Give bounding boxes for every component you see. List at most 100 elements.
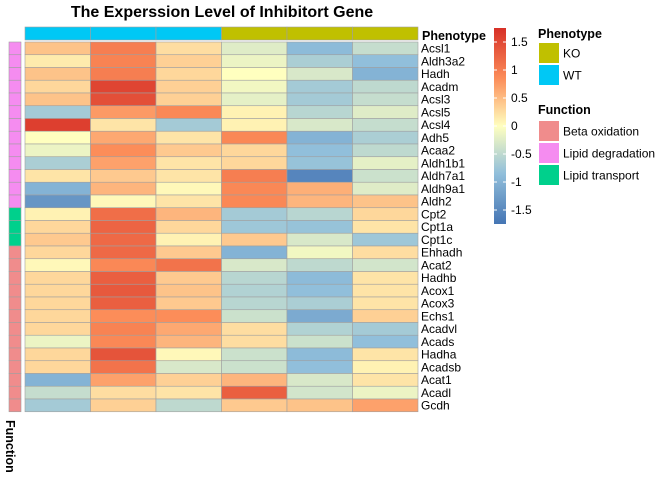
column-annotation-cell	[221, 26, 288, 41]
heatmap-cell	[352, 207, 419, 221]
heatmap-cell	[286, 283, 353, 298]
heatmap-cell	[352, 385, 419, 400]
color-scale-tick-label: 0	[511, 119, 518, 133]
heatmap-cell	[286, 258, 353, 272]
heatmap-cell	[24, 41, 91, 56]
heatmap-cell	[155, 347, 222, 362]
heatmap-cell	[286, 373, 353, 387]
heatmap-cell	[352, 334, 419, 349]
color-scale-tick-label: -1	[511, 175, 522, 189]
heatmap-cell	[90, 79, 157, 94]
phenotype-legend-label: KO	[563, 47, 580, 61]
heatmap-cell	[221, 92, 288, 107]
heatmap-cell	[24, 118, 91, 132]
row-annotation-bar	[8, 41, 22, 413]
heatmap-cell	[221, 130, 288, 145]
heatmap-cell	[24, 105, 91, 119]
heatmap-cell	[286, 334, 353, 349]
heatmap-cell	[24, 347, 91, 362]
row-annotation-cell	[8, 385, 22, 400]
gene-label: Echs1	[421, 309, 455, 323]
heatmap-cell	[155, 181, 222, 196]
row-annotation-cell	[8, 258, 22, 272]
heatmap-cell	[221, 41, 288, 56]
heatmap-cell	[286, 360, 353, 374]
heatmap-cell	[155, 143, 222, 158]
heatmap-cell	[221, 245, 288, 260]
row-annotation-cell	[8, 360, 22, 374]
heatmap-cell	[352, 118, 419, 132]
heatmap-cell	[286, 118, 353, 132]
heatmap-cell	[286, 232, 353, 247]
heatmap-cell	[286, 105, 353, 119]
heatmap-cell	[90, 92, 157, 107]
heatmap-cell	[155, 309, 222, 323]
heatmap-cell	[24, 143, 91, 158]
row-annotation-cell	[8, 232, 22, 247]
heatmap-cell	[286, 143, 353, 158]
heatmap-cell	[221, 118, 288, 132]
color-scale-tick-label: -0.5	[511, 147, 532, 161]
heatmap-cell	[221, 67, 288, 81]
heatmap-cell	[221, 207, 288, 221]
row-annotation-cell	[8, 347, 22, 362]
heatmap-cell	[90, 296, 157, 311]
heatmap-cell	[286, 181, 353, 196]
heatmap-cell	[286, 67, 353, 81]
heatmap-cell	[286, 41, 353, 56]
phenotype-legend-swatch	[539, 65, 559, 85]
heatmap-cell	[24, 194, 91, 209]
color-scale-tick-label: 1.5	[511, 35, 528, 49]
row-annotation-cell	[8, 322, 22, 336]
heatmap-cell	[24, 220, 91, 234]
gene-label: Cpt2	[421, 207, 447, 221]
heatmap-cell	[286, 309, 353, 323]
heatmap-cell	[155, 169, 222, 183]
color-scale-bar	[494, 28, 506, 224]
row-annotation-title: Function	[3, 420, 17, 473]
gene-label: Adh5	[421, 131, 449, 145]
heatmap-cell	[286, 194, 353, 209]
heatmap-cell	[24, 130, 91, 145]
heatmap-cell	[155, 245, 222, 260]
heatmap-cell	[286, 207, 353, 221]
row-annotation-cell	[8, 41, 22, 56]
gene-label: Acsl3	[421, 93, 451, 107]
heatmap-cell	[155, 92, 222, 107]
heatmap-cell	[155, 385, 222, 400]
chart-title: The Experssion Level of Inhibitort Gene	[71, 4, 373, 21]
heatmap-cell	[352, 220, 419, 234]
heatmap-cell	[90, 258, 157, 272]
heatmap-cell	[90, 67, 157, 81]
heatmap-cell	[352, 271, 419, 285]
heatmap-cell	[24, 245, 91, 260]
gene-label: Acsl5	[421, 105, 451, 119]
heatmap-cell	[352, 296, 419, 311]
heatmap-cell	[24, 360, 91, 374]
heatmap-cell	[90, 118, 157, 132]
heatmap-cell	[90, 41, 157, 56]
heatmap-cell	[352, 156, 419, 170]
heatmap-cell	[155, 118, 222, 132]
gene-label: Aldh9a1	[421, 182, 465, 196]
gene-label: Acat2	[421, 258, 452, 272]
heatmap-cell	[24, 92, 91, 107]
heatmap-cell	[286, 79, 353, 94]
row-annotation-cell	[8, 105, 22, 119]
heatmap-cell	[155, 156, 222, 170]
heatmap-cell	[352, 194, 419, 209]
heatmap-cell	[90, 283, 157, 298]
gene-label: Cpt1c	[421, 233, 452, 247]
function-legend: Function Beta oxidation Lipid degradation…	[538, 103, 655, 185]
gene-label: Acox3	[421, 297, 455, 311]
gene-label: Gcdh	[421, 399, 450, 413]
row-annotation-cell	[8, 118, 22, 132]
heatmap-cell	[286, 130, 353, 145]
column-annotation-cell	[286, 26, 353, 41]
heatmap-cell	[352, 105, 419, 119]
phenotype-legend: Phenotype KO WT	[538, 27, 602, 85]
heatmap-cell	[155, 67, 222, 81]
heatmap-cell	[90, 54, 157, 68]
gene-label: Hadh	[421, 67, 450, 81]
row-annotation-cell	[8, 207, 22, 221]
